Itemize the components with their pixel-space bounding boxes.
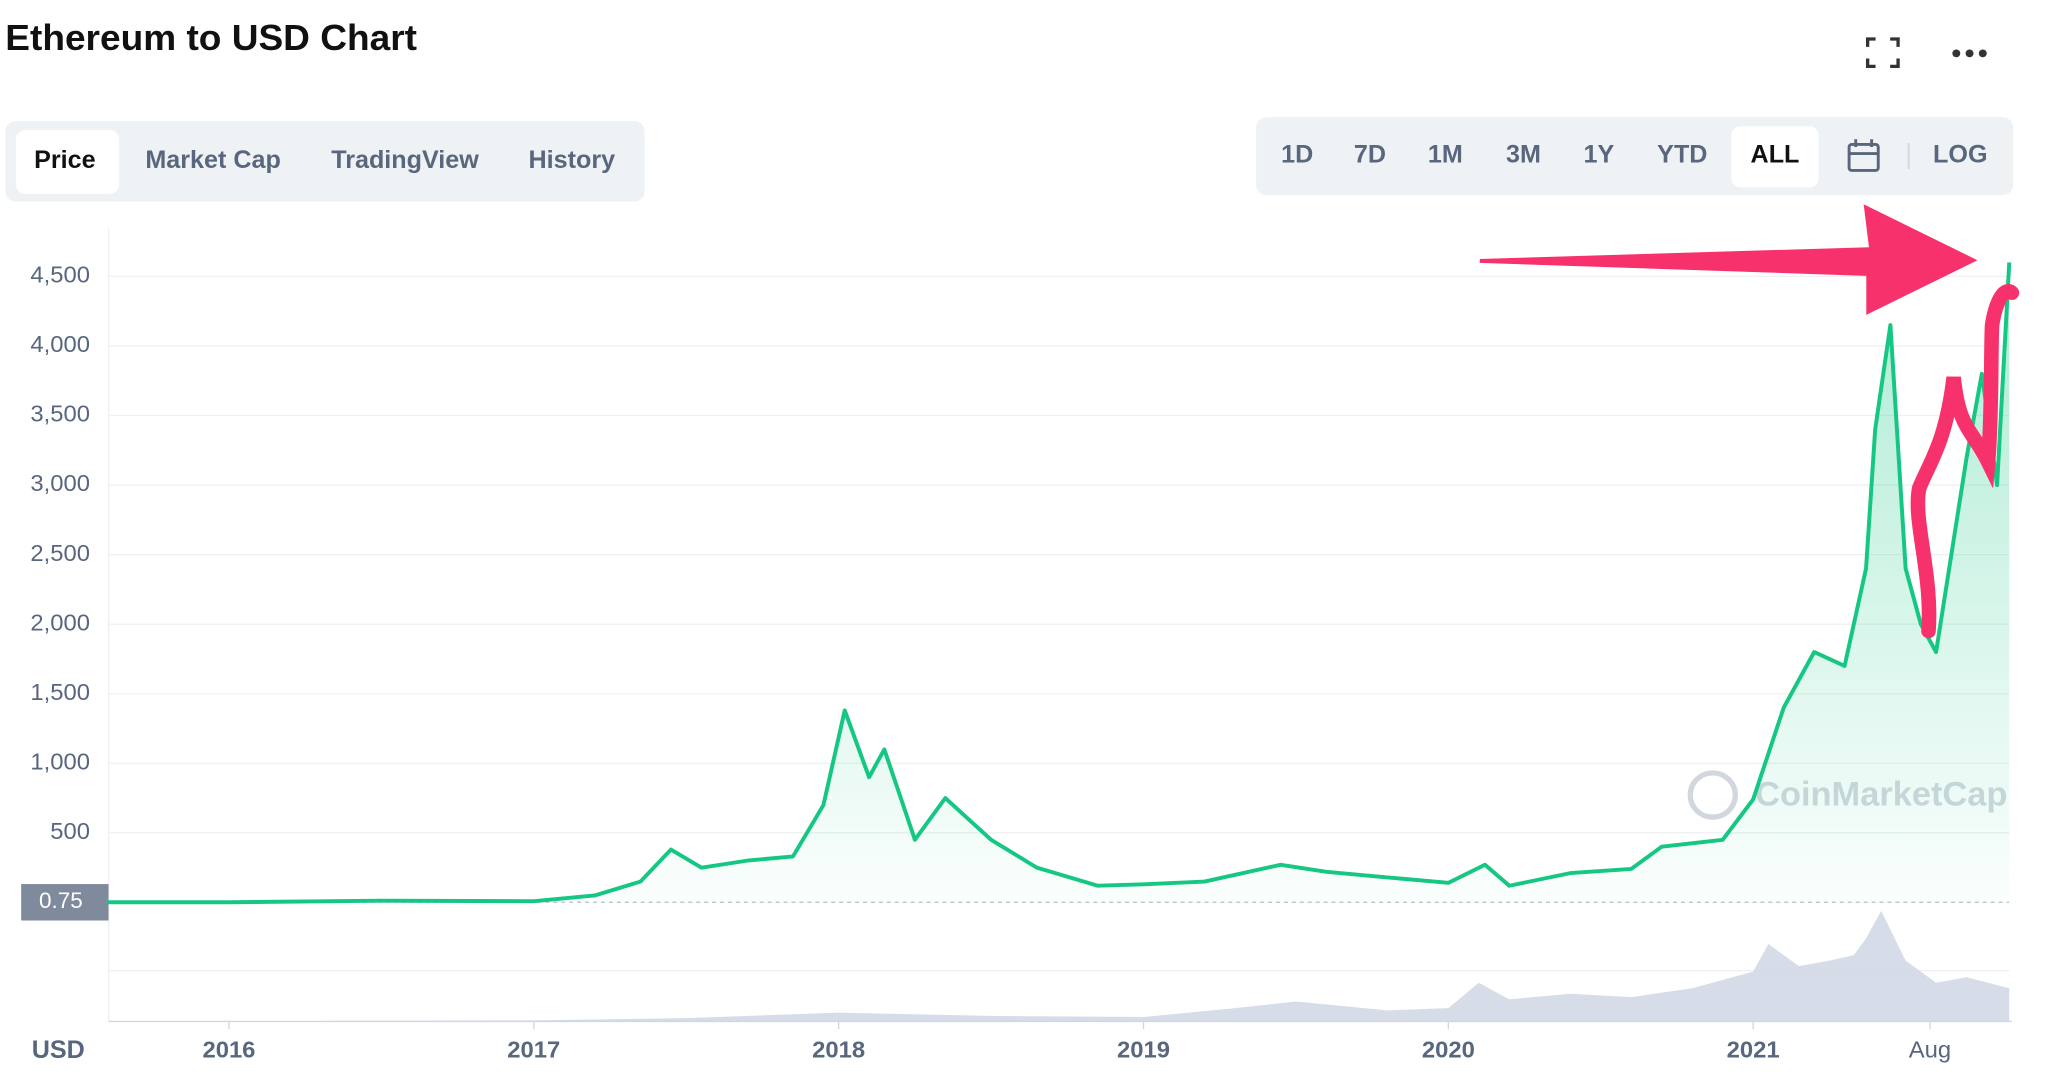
range-selected-bg bbox=[1731, 126, 1819, 188]
more-button[interactable] bbox=[1952, 49, 1987, 58]
x-tick-label: 2021 bbox=[1727, 1038, 1780, 1064]
unit-label: USD bbox=[32, 1036, 85, 1064]
calendar-button[interactable] bbox=[1847, 139, 1880, 172]
y-tick-label: 1,000 bbox=[30, 750, 90, 776]
baseline-label: 0.75 bbox=[39, 888, 83, 913]
range-button[interactable]: ALL bbox=[1751, 141, 1800, 169]
watermark-logo bbox=[1687, 770, 1738, 820]
y-tick-label: 4,000 bbox=[30, 332, 90, 358]
y-tick-label: 2,500 bbox=[30, 541, 90, 567]
annotation-arrow bbox=[1479, 204, 1978, 315]
range-button[interactable]: 1D bbox=[1281, 141, 1313, 169]
range-button[interactable]: 3M bbox=[1506, 141, 1541, 169]
tab-bar bbox=[5, 121, 645, 202]
fullscreen-button[interactable] bbox=[1865, 37, 1900, 68]
volume-area bbox=[107, 910, 2010, 1022]
y-tick-label: 3,500 bbox=[30, 402, 90, 428]
log-button[interactable]: LOG bbox=[1933, 141, 1987, 169]
baseline-flag bbox=[21, 884, 109, 921]
tab[interactable]: TradingView bbox=[331, 146, 479, 174]
title: Ethereum to USD Chart bbox=[5, 17, 417, 58]
x-tick-label: Aug bbox=[1909, 1038, 1951, 1064]
y-tick-label: 500 bbox=[50, 819, 90, 845]
range-button[interactable]: 1M bbox=[1428, 141, 1463, 169]
y-tick-label: 4,500 bbox=[30, 263, 90, 289]
y-tick-label: 2,000 bbox=[30, 611, 90, 637]
range-bar bbox=[1256, 117, 2014, 196]
y-tick-label: 1,500 bbox=[30, 680, 90, 706]
x-tick-label: 2020 bbox=[1422, 1038, 1475, 1064]
x-tick-label: 2017 bbox=[507, 1038, 560, 1064]
y-tick-label: 3,000 bbox=[30, 471, 90, 497]
range-button[interactable]: 7D bbox=[1354, 141, 1386, 169]
range-button[interactable]: 1Y bbox=[1584, 141, 1615, 169]
price-area bbox=[106, 262, 2010, 903]
price-line bbox=[106, 262, 2012, 905]
range-button[interactable]: YTD bbox=[1657, 141, 1707, 169]
x-tick-label: 2019 bbox=[1117, 1038, 1170, 1064]
tab[interactable]: Price bbox=[34, 146, 96, 174]
tab[interactable]: History bbox=[529, 146, 616, 174]
annotation-scribble bbox=[1910, 284, 2020, 639]
x-tick-label: 2018 bbox=[812, 1038, 865, 1064]
tab[interactable]: Market Cap bbox=[145, 146, 281, 174]
tab-selected-bg bbox=[15, 130, 120, 194]
x-tick-label: 2016 bbox=[202, 1038, 255, 1064]
